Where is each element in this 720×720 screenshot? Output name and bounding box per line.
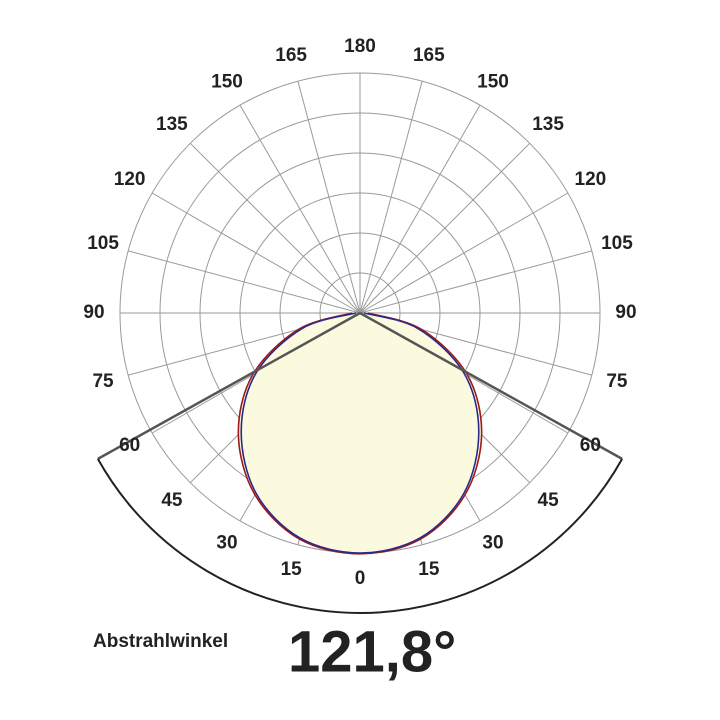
angle-tick-label: 150 [477,72,509,93]
grid-spoke [359,250,592,314]
beam-angle-line [97,311,361,460]
beam [96,311,624,614]
angle-tick-label: 165 [413,45,445,66]
angle-tick-label: 150 [211,72,243,93]
angle-tick-label: 165 [275,45,307,66]
grid-spoke [359,81,423,314]
labels: 0 15 15 30 30 45 45 60 60 75 75 90 90 105 105 120 120 135… [83,36,636,589]
light-distribution-curve [240,312,480,554]
beam-angle-value: 121,8° [288,619,456,684]
angle-tick-label: 75 [92,371,114,392]
grid-spoke [359,104,481,314]
grid-spoke [189,142,361,314]
plot: 0 15 15 30 30 45 45 60 60 75 75 90 90 105 105 120 120 135… [83,36,637,614]
grid-spoke [359,192,569,314]
angle-tick-label: 75 [606,371,628,392]
angle-tick-label: 105 [87,233,119,254]
angle-tick-label: 60 [580,435,601,456]
angle-tick-label: 120 [575,169,607,190]
grid-spoke [128,250,361,314]
grid-spoke [359,142,531,314]
angle-tick-label: 30 [216,532,237,553]
beam-angle-line [359,311,623,460]
fill-layer [238,313,482,554]
angle-tick-label: 15 [281,559,303,580]
angle-tick-label: 180 [344,36,376,57]
angle-tick-label: 120 [114,169,146,190]
angle-tick-label: 45 [161,490,183,511]
angle-tick-label: 60 [119,435,140,456]
beam-angle-title: Abstrahlwinkel [93,631,228,652]
light-distribution-fill [238,313,482,554]
angle-tick-label: 0 [355,568,366,589]
angle-tick-label: 15 [418,559,440,580]
angle-tick-label: 90 [83,302,104,323]
angle-tick-label: 45 [538,490,560,511]
angle-tick-label: 90 [615,302,636,323]
angle-tick-label: 135 [156,114,188,135]
lines [237,312,483,555]
grid-spoke [297,81,361,314]
angle-tick-label: 105 [601,233,633,254]
angle-tick-label: 30 [482,532,503,553]
angle-tick-label: 135 [532,114,564,135]
grid-spoke [151,192,361,314]
beam-angle-arc [96,458,624,614]
grid-spoke [239,104,361,314]
